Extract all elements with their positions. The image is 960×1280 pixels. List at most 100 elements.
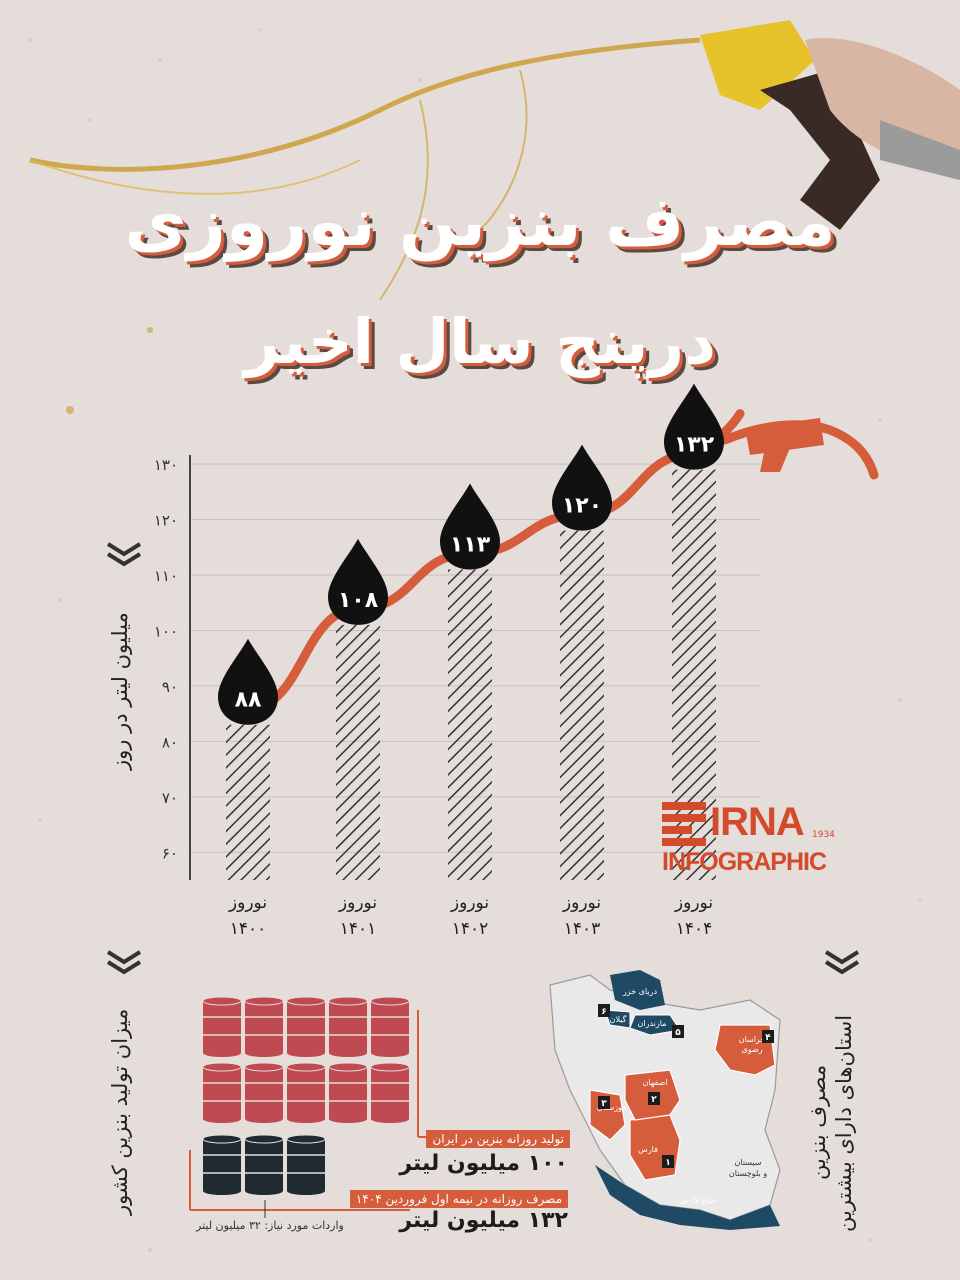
rank-badge-gilan: ۶ bbox=[601, 1007, 607, 1017]
y-tick-label: ۷۰ bbox=[162, 789, 178, 807]
persian-gulf-water bbox=[595, 1165, 780, 1230]
daily-consumption-value: ۱۳۲ میلیون لیتر bbox=[399, 1208, 568, 1233]
barrel-icon bbox=[202, 996, 242, 1057]
barrel-icon bbox=[202, 1134, 242, 1195]
value-drop: ۱۳۲ bbox=[664, 383, 724, 470]
provinces-label-line-2: مصرف بنزین bbox=[806, 1064, 830, 1180]
rank-badge-mazandaran: ۵ bbox=[675, 1028, 681, 1038]
value-drop: ۱۰۸ bbox=[328, 538, 388, 625]
bar bbox=[448, 569, 492, 880]
x-tick-label: نوروز bbox=[674, 893, 713, 913]
iran-map: فارس اصفهان خوزستان خراسان رضوی دریای خز… bbox=[549, 970, 781, 1230]
value-drop: ۱۲۰ bbox=[552, 444, 612, 531]
y-tick-label: ۸۰ bbox=[162, 733, 178, 751]
x-tick-label: ۱۴۰۲ bbox=[452, 919, 489, 939]
x-tick-label: ۱۴۰۴ bbox=[676, 919, 713, 939]
x-tick-label: ۱۴۰۰ bbox=[230, 919, 267, 939]
map-label-isfahan: اصفهان bbox=[642, 1078, 667, 1087]
province-mazandaran bbox=[629, 1014, 681, 1036]
x-tick-label: نوروز bbox=[562, 893, 601, 913]
irna-logo: IRNA 1934 INFOGRAPHIC bbox=[662, 800, 842, 880]
barrel-icon bbox=[328, 1062, 368, 1123]
x-tick-label: ۱۴۰۳ bbox=[564, 919, 601, 939]
bar bbox=[560, 530, 604, 880]
barrel-icon bbox=[244, 1134, 284, 1195]
map-label-mazandaran: مازندران bbox=[638, 1019, 667, 1028]
bar bbox=[226, 724, 270, 880]
map-label-sistan-2: و بلوچستان bbox=[729, 1169, 767, 1178]
fuel-spill-decoration bbox=[29, 37, 701, 414]
daily-consumption-label: مصرف روزانه در نیمه اول فروردین ۱۴۰۴ bbox=[349, 1190, 568, 1208]
province-gilan bbox=[604, 1009, 631, 1029]
x-tick-label: نوروز bbox=[450, 893, 489, 913]
barrels-illustration bbox=[202, 996, 410, 1195]
drop-shape bbox=[440, 483, 500, 570]
y-tick-label: ۶۰ bbox=[162, 844, 178, 862]
value-drop: ۸۸ bbox=[218, 638, 278, 725]
daily-production-value: ۱۰۰ میلیون لیتر bbox=[399, 1151, 568, 1176]
x-tick-label: ۱۴۰۱ bbox=[340, 919, 377, 939]
rank-badge-khuzestan: ۳ bbox=[601, 1099, 607, 1109]
barrel-icon bbox=[286, 1062, 326, 1123]
data-label: ۱۳۲ bbox=[674, 433, 715, 458]
drop-shape bbox=[664, 383, 724, 470]
drop-shape bbox=[328, 538, 388, 625]
chevron-down-icon bbox=[106, 542, 142, 567]
barrel-icon bbox=[328, 996, 368, 1057]
map-label-khorasan-2: رضوی bbox=[741, 1045, 762, 1054]
rank-badge-fars: ۱ bbox=[665, 1158, 671, 1168]
x-tick-label: نوروز bbox=[228, 893, 267, 913]
y-axis-ticks: ۶۰ ۷۰ ۸۰ ۹۰ ۱۰۰ ۱۱۰ ۱۲۰ ۱۳۰ bbox=[154, 456, 178, 862]
barrel-icon bbox=[286, 1134, 326, 1195]
provinces-label-line-1: استان‌های دارای بیشترین bbox=[832, 1014, 856, 1232]
barrel-icon bbox=[370, 996, 410, 1057]
chevron-down-icon bbox=[106, 950, 142, 975]
data-label: ۱۰۸ bbox=[338, 588, 379, 613]
y-tick-label: ۱۱۰ bbox=[154, 567, 178, 585]
title-line-2: درپنج سال اخیر bbox=[244, 305, 716, 378]
caspian-sea-water bbox=[610, 970, 665, 1010]
x-axis-labels: نوروز ۱۴۰۰ نوروز ۱۴۰۱ نوروز ۱۴۰۲ نوروز ۱۴۰۳ نورو… bbox=[228, 893, 713, 939]
irna-logo-mark bbox=[662, 802, 706, 846]
y-tick-label: ۱۲۰ bbox=[154, 512, 178, 530]
bar bbox=[672, 469, 716, 880]
value-drop: ۱۱۳ bbox=[440, 483, 500, 570]
map-label-fars: فارس bbox=[638, 1145, 658, 1154]
data-label: ۱۱۳ bbox=[450, 532, 491, 557]
province-khorasan-razavi bbox=[714, 1024, 776, 1076]
y-tick-label: ۱۳۰ bbox=[154, 456, 178, 474]
map-label-gulf: خلیج فارس bbox=[679, 1196, 717, 1205]
bar bbox=[336, 624, 380, 880]
map-label-sistan-1: سیستان bbox=[735, 1158, 762, 1167]
irna-logo-year: 1934 bbox=[812, 830, 835, 840]
fuel-nozzle-icon bbox=[700, 20, 960, 230]
y-tick-label: ۱۰۰ bbox=[154, 622, 178, 640]
barrel-icon bbox=[244, 996, 284, 1057]
drop-shape bbox=[552, 444, 612, 531]
map-label-khorasan-1: خراسان bbox=[739, 1035, 766, 1044]
title-line-1: مصرف بنزین نوروزی bbox=[124, 183, 836, 262]
x-tick-label: نوروز bbox=[338, 893, 377, 913]
daily-production-label: تولید روزانه بنزین در ایران bbox=[426, 1130, 570, 1148]
y-tick-label: ۹۰ bbox=[162, 678, 178, 696]
infographic-text: INFOGRAPHIC bbox=[662, 848, 827, 876]
map-label-gilan: گیلان bbox=[610, 1014, 627, 1024]
chevron-down-icon bbox=[824, 950, 860, 975]
barrel-icon bbox=[202, 1062, 242, 1123]
drop-shape bbox=[218, 638, 278, 725]
barrel-icon bbox=[286, 996, 326, 1057]
rank-badge-isfahan: ۲ bbox=[651, 1095, 657, 1105]
import-note: واردات مورد نیاز: ۳۲ میلیون لیتر bbox=[196, 1219, 344, 1232]
consumption-chart: ۶۰ ۷۰ ۸۰ ۹۰ ۱۰۰ ۱۱۰ ۱۲۰ ۱۳۰ ۸۸ ۱۰۸ ۱۱۳ ۱۲۰ ۱۳۲ نورو… bbox=[154, 383, 879, 939]
data-label: ۸۸ bbox=[235, 688, 262, 713]
rank-badge-khorasan: ۴ bbox=[765, 1033, 771, 1043]
map-label-caspian: دریای خزر bbox=[622, 987, 658, 996]
barrel-icon bbox=[370, 1062, 410, 1123]
value-drops: ۸۸ ۱۰۸ ۱۱۳ ۱۲۰ ۱۳۲ bbox=[218, 383, 724, 725]
data-label: ۱۲۰ bbox=[562, 494, 602, 519]
bars bbox=[226, 469, 716, 880]
barrel-icon bbox=[244, 1062, 284, 1123]
map-label-khuzestan: خوزستان bbox=[597, 1103, 627, 1112]
